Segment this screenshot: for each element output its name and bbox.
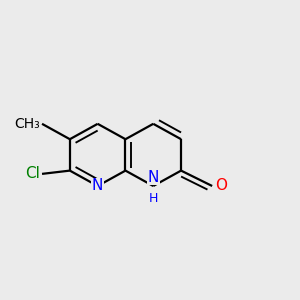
- Text: H: H: [148, 192, 158, 205]
- Text: CH₃: CH₃: [14, 117, 40, 131]
- Text: Cl: Cl: [25, 167, 40, 182]
- Text: N: N: [148, 170, 159, 185]
- Text: O: O: [215, 178, 227, 194]
- Text: N: N: [92, 178, 103, 194]
